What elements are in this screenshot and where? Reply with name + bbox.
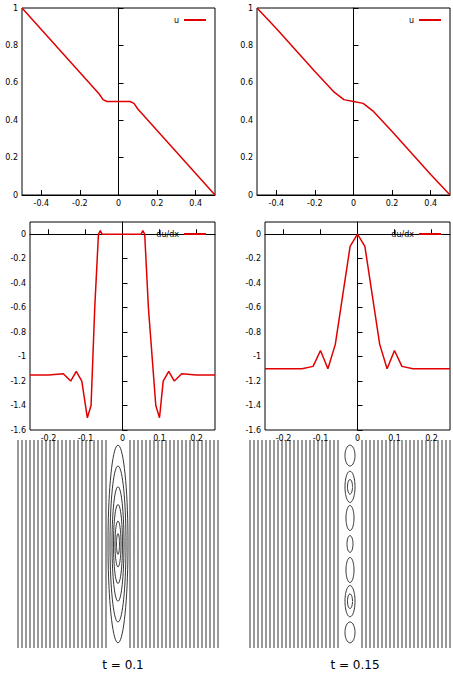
svg-text:-0.1: -0.1 (78, 434, 94, 443)
svg-text:-1: -1 (18, 352, 26, 361)
svg-text:0.2: 0.2 (5, 153, 18, 162)
svg-text:-0.2: -0.2 (72, 199, 88, 208)
svg-text:0.2: 0.2 (425, 434, 438, 443)
svg-text:0.6: 0.6 (5, 78, 18, 87)
svg-text:du/dx: du/dx (156, 230, 179, 239)
svg-text:-0.2: -0.2 (307, 199, 323, 208)
svg-text:t = 0.15: t = 0.15 (330, 658, 379, 672)
svg-text:0: 0 (13, 191, 18, 200)
svg-text:-1.6: -1.6 (245, 426, 261, 435)
svg-text:-0.6: -0.6 (10, 303, 26, 312)
svg-text:0: 0 (116, 199, 121, 208)
svg-text:1: 1 (13, 4, 18, 13)
svg-text:-1.4: -1.4 (245, 401, 261, 410)
svg-text:0.1: 0.1 (153, 434, 166, 443)
svg-text:0.2: 0.2 (240, 153, 253, 162)
svg-text:0: 0 (248, 191, 253, 200)
svg-text:0: 0 (351, 199, 356, 208)
svg-text:-0.4: -0.4 (245, 279, 261, 288)
svg-text:0: 0 (21, 230, 26, 239)
svg-text:0: 0 (355, 434, 360, 443)
svg-text:-1.4: -1.4 (10, 401, 26, 410)
svg-text:-1.6: -1.6 (10, 426, 26, 435)
svg-text:-0.4: -0.4 (10, 279, 26, 288)
svg-text:-0.2: -0.2 (275, 433, 292, 443)
svg-text:du/dx: du/dx (391, 230, 414, 239)
svg-text:-1.2: -1.2 (10, 377, 26, 386)
svg-text:-0.2: -0.2 (10, 254, 26, 263)
svg-text:u: u (174, 16, 179, 25)
svg-text:0.4: 0.4 (189, 199, 202, 208)
svg-text:0.4: 0.4 (5, 116, 18, 125)
svg-text:-0.6: -0.6 (245, 303, 261, 312)
svg-text:0.2: 0.2 (386, 199, 399, 208)
svg-text:-1.2: -1.2 (245, 377, 261, 386)
svg-text:t = 0.1: t = 0.1 (102, 658, 143, 672)
svg-text:0: 0 (256, 230, 261, 239)
svg-text:0: 0 (120, 434, 125, 443)
svg-text:-0.4: -0.4 (268, 199, 284, 208)
svg-text:0.1: 0.1 (388, 433, 401, 443)
svg-text:-0.8: -0.8 (10, 328, 26, 337)
svg-text:-1: -1 (253, 352, 261, 361)
svg-text:0.2: 0.2 (151, 199, 164, 208)
svg-text:0.8: 0.8 (240, 41, 253, 50)
svg-text:-0.1: -0.1 (312, 433, 329, 443)
svg-text:0.8: 0.8 (5, 41, 18, 50)
svg-text:-0.2: -0.2 (40, 433, 57, 443)
svg-text:-0.4: -0.4 (33, 199, 49, 208)
svg-text:-0.8: -0.8 (245, 328, 261, 337)
svg-text:u: u (409, 16, 414, 25)
svg-text:0.4: 0.4 (424, 199, 437, 208)
svg-text:-0.2: -0.2 (245, 254, 261, 263)
svg-text:0.2: 0.2 (190, 434, 203, 443)
svg-text:0.4: 0.4 (240, 116, 253, 125)
svg-text:1: 1 (248, 4, 253, 13)
svg-text:0.6: 0.6 (240, 78, 253, 87)
